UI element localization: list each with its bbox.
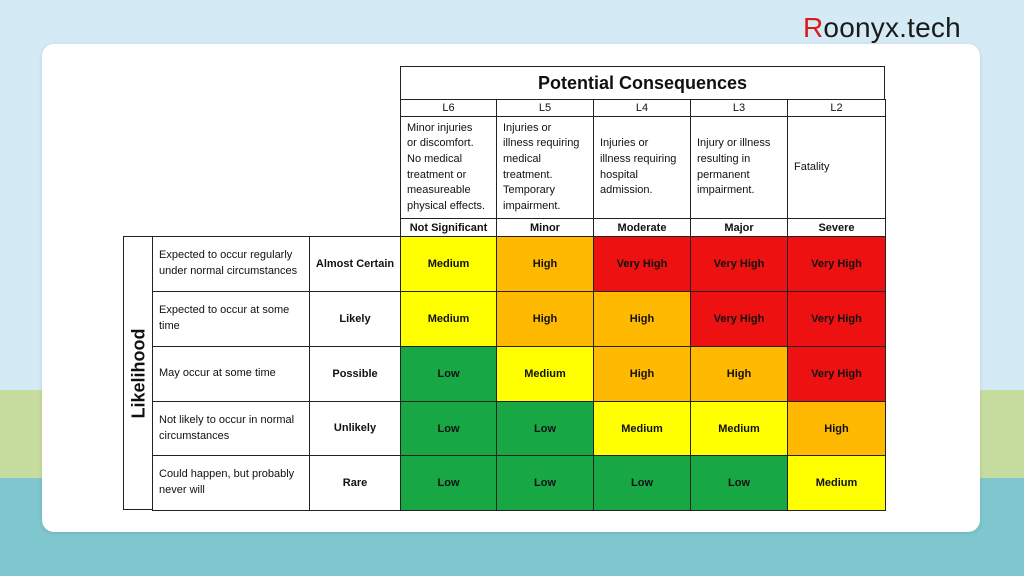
risk-rating-cell: Very High — [787, 236, 886, 292]
risk-rating-cell: High — [593, 346, 691, 402]
consequence-description: Fatality — [787, 116, 886, 219]
risk-rating-cell: High — [496, 291, 594, 347]
risk-rating-cell: Very High — [690, 291, 788, 347]
severity-label: Minor — [496, 218, 594, 237]
likelihood-description: Not likely to occur in normal circumstan… — [152, 401, 310, 456]
risk-rating-cell: Low — [496, 401, 594, 456]
risk-rating-cell: Medium — [690, 401, 788, 456]
risk-rating-cell: High — [593, 291, 691, 347]
severity-label: Major — [690, 218, 788, 237]
likelihood-description: Expected to occur regularly under normal… — [152, 236, 310, 292]
likelihood-level: Likely — [309, 291, 401, 347]
brand-first-letter: R — [803, 12, 824, 43]
likelihood-label: Likelihood — [128, 328, 148, 418]
consequence-description: Minor injuries or discomfort. No medical… — [400, 116, 497, 219]
risk-rating-cell: High — [787, 401, 886, 456]
risk-rating-cell: Low — [593, 455, 691, 511]
brand-rest: oonyx.tech — [823, 12, 961, 43]
consequence-description: Injuries or illness requiring medical tr… — [496, 116, 594, 219]
consequence-level: L6 — [400, 99, 497, 117]
likelihood-description: May occur at some time — [152, 346, 310, 402]
consequence-description: Injuries or illness requiring hospital a… — [593, 116, 691, 219]
severity-label: Not Significant — [400, 218, 497, 237]
consequence-level: L5 — [496, 99, 594, 117]
consequence-level: L4 — [593, 99, 691, 117]
likelihood-description: Could happen, but probably never will — [152, 455, 310, 511]
likelihood-level: Possible — [309, 346, 401, 402]
risk-rating-cell: Medium — [400, 291, 497, 347]
consequence-level: L2 — [787, 99, 886, 117]
risk-rating-cell: Medium — [593, 401, 691, 456]
likelihood-level: Unlikely — [309, 401, 401, 456]
severity-label: Moderate — [593, 218, 691, 237]
risk-rating-cell: Low — [400, 346, 497, 402]
risk-rating-cell: Very High — [787, 291, 886, 347]
severity-label: Severe — [787, 218, 886, 237]
risk-rating-cell: Medium — [496, 346, 594, 402]
risk-rating-cell: Low — [496, 455, 594, 511]
risk-rating-cell: High — [690, 346, 788, 402]
likelihood-level: Rare — [309, 455, 401, 511]
risk-rating-cell: Very High — [787, 346, 886, 402]
risk-rating-cell: Very High — [690, 236, 788, 292]
likelihood-label-cell: Likelihood — [123, 236, 153, 510]
brand-logo: Roonyx.tech — [803, 12, 961, 44]
risk-rating-cell: High — [496, 236, 594, 292]
risk-rating-cell: Low — [690, 455, 788, 511]
risk-rating-cell: Low — [400, 401, 497, 456]
risk-rating-cell: Medium — [400, 236, 497, 292]
likelihood-description: Expected to occur at some time — [152, 291, 310, 347]
consequences-title: Potential Consequences — [400, 66, 885, 100]
likelihood-level: Almost Certain — [309, 236, 401, 292]
risk-rating-cell: Medium — [787, 455, 886, 511]
consequence-level: L3 — [690, 99, 788, 117]
consequence-description: Injury or illness resulting in permanent… — [690, 116, 788, 219]
risk-rating-cell: Very High — [593, 236, 691, 292]
risk-rating-cell: Low — [400, 455, 497, 511]
